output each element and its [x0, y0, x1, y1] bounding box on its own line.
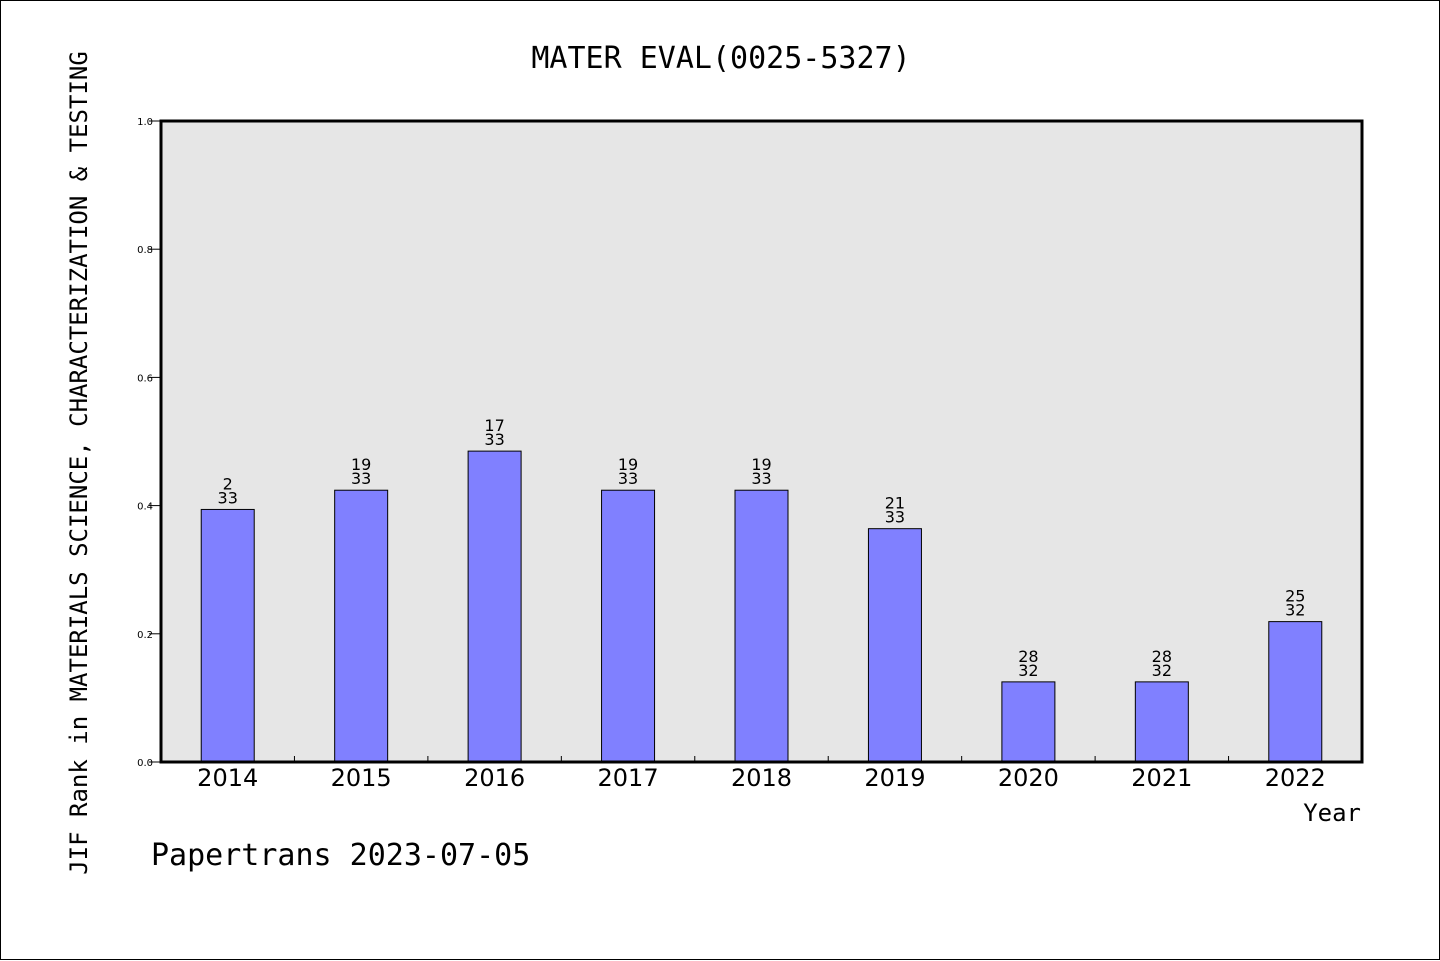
- x-tick-label: 2014: [197, 764, 258, 792]
- bar: [601, 489, 656, 763]
- bar-rank-label: 2: [223, 474, 233, 493]
- bar-rank-label: 28: [1152, 647, 1172, 666]
- chart-title: MATER EVAL(0025-5327): [531, 41, 910, 76]
- bar-total-label: 32: [1018, 661, 1038, 680]
- bar-total-label: 33: [218, 488, 238, 507]
- y-axis-ticks: 0.0 0.2 0.4 0.6 0.8 1.0: [137, 117, 161, 769]
- y-tick-label: 0.4: [137, 502, 153, 513]
- y-tick-label: 0.2: [137, 630, 153, 641]
- footer-label: Papertrans 2023-07-05: [151, 838, 530, 873]
- bar-rank-label: 19: [751, 455, 771, 474]
- bar-total-label: 33: [484, 430, 504, 449]
- x-tick-label: 2022: [1265, 764, 1326, 792]
- y-tick-label: 0.8: [137, 245, 153, 256]
- bar: [334, 489, 389, 763]
- bar-total-label: 33: [751, 469, 771, 488]
- y-tick-label: 0.0: [137, 758, 153, 769]
- bar-total-label: 33: [618, 469, 638, 488]
- bar-rank-label: 19: [618, 455, 638, 474]
- bar-rank-label: 21: [885, 494, 905, 513]
- bar-rank-label: 17: [484, 416, 504, 435]
- bar-total-label: 32: [1152, 661, 1172, 680]
- bar-rank-label: 28: [1018, 647, 1038, 666]
- y-tick-label: 1.0: [137, 117, 153, 128]
- x-axis-ticks: 2014 2015 2016 2017 2018 2019 2020 2021 2022: [197, 756, 1326, 792]
- bar: [467, 450, 522, 763]
- x-tick-label: 2018: [731, 764, 792, 792]
- x-tick-label: 2020: [998, 764, 1059, 792]
- bar: [734, 489, 789, 763]
- x-tick-label: 2019: [864, 764, 925, 792]
- bar: [867, 528, 922, 763]
- bar-rank-label: 25: [1285, 587, 1305, 606]
- x-tick-label: 2017: [598, 764, 659, 792]
- bar: [1001, 681, 1056, 763]
- bar-total-label: 33: [885, 508, 905, 527]
- x-tick-label: 2021: [1131, 764, 1192, 792]
- bar: [1268, 621, 1323, 763]
- bar-total-label: 33: [351, 469, 371, 488]
- bars: [200, 450, 1323, 763]
- bar-rank-label: 19: [351, 455, 371, 474]
- x-axis-label: Year: [1303, 799, 1361, 827]
- plot-frame: [159, 119, 1364, 764]
- bar: [1134, 681, 1189, 763]
- x-tick-label: 2016: [464, 764, 525, 792]
- bar: [200, 508, 255, 763]
- x-tick-label: 2015: [331, 764, 392, 792]
- y-axis-label: JIF Rank in MATERIALS SCIENCE, CHARACTER…: [65, 51, 93, 875]
- y-tick-label: 0.6: [137, 373, 153, 384]
- bar-total-label: 32: [1285, 601, 1305, 620]
